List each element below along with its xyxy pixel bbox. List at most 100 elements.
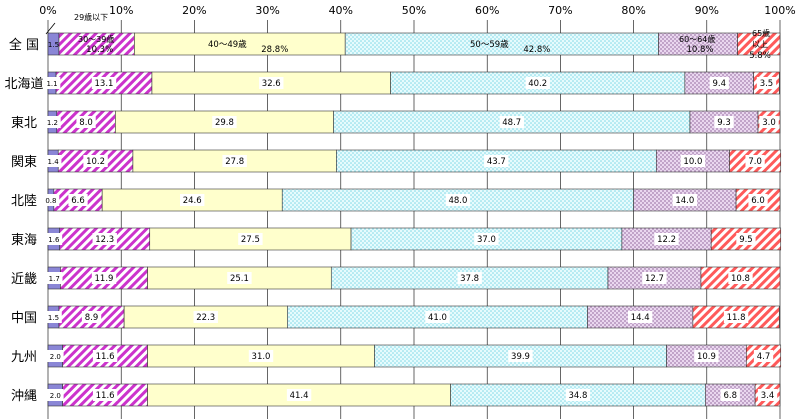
- data-label-bg: [47, 389, 64, 401]
- data-label-bg: [723, 311, 749, 323]
- under30-leader-line: [45, 22, 56, 35]
- data-label: 6.6: [71, 196, 85, 206]
- data-label-bg: [238, 233, 263, 245]
- x-tick-label: 70%: [548, 4, 572, 17]
- data-label-bg: [47, 350, 64, 362]
- data-label: 9.5: [739, 235, 753, 245]
- data-label: 24.6: [183, 196, 202, 206]
- data-label-bg: [42, 194, 60, 206]
- data-label: 40.2: [528, 79, 547, 89]
- data-label: 10.9: [697, 352, 716, 362]
- data-label: 14.0: [675, 196, 694, 206]
- data-label-bg: [222, 155, 247, 167]
- data-label-bg: [499, 116, 524, 128]
- data-label: 1.7: [49, 275, 60, 283]
- data-label: 7.0: [748, 157, 762, 167]
- data-label: 27.8: [225, 157, 244, 167]
- data-label: 10.8: [731, 274, 750, 284]
- data-label-bg: [45, 272, 63, 284]
- data-label: 14.4: [631, 313, 650, 323]
- category-label: 全 国: [9, 37, 39, 53]
- data-label: 10.8%: [687, 45, 714, 55]
- category-label: 中国: [11, 311, 37, 326]
- data-label: 27.5: [241, 235, 260, 245]
- annotation-age40s: 40～49歳: [208, 39, 247, 50]
- data-label-bg: [44, 116, 61, 128]
- data-label-bg: [627, 311, 653, 323]
- data-label: 8.0: [79, 118, 93, 128]
- data-label-bg: [756, 77, 777, 89]
- category-label: 九州: [11, 350, 37, 365]
- data-label: 11.9: [95, 274, 114, 284]
- annotation-over65-line2: 以上: [752, 40, 768, 49]
- data-label: 3.0: [762, 118, 776, 128]
- x-tick-label: 10%: [109, 4, 133, 17]
- data-label: 2.0: [50, 392, 61, 400]
- data-label: 22.3: [196, 313, 215, 323]
- data-label-bg: [484, 155, 509, 167]
- data-label: 3.4: [761, 391, 775, 401]
- x-tick-label: 50%: [402, 4, 426, 17]
- data-label: 4.7: [757, 352, 771, 362]
- bars: [47, 32, 782, 407]
- data-label: 41.0: [428, 313, 447, 323]
- data-label-bg: [91, 272, 117, 284]
- data-label-bg: [745, 155, 765, 167]
- data-label-bg: [736, 233, 756, 245]
- data-label: 34.8: [568, 391, 587, 401]
- data-label: 1.2: [47, 119, 58, 127]
- data-label: 12.3: [95, 235, 114, 245]
- data-label-bg: [44, 155, 62, 167]
- data-label-bg: [83, 155, 108, 167]
- x-tick-label: 0%: [39, 4, 56, 17]
- data-label-bg: [92, 233, 117, 245]
- data-label-bg: [709, 77, 729, 89]
- x-axis-ticks: 0% 10% 20% 30% 40% 50% 60% 70% 80% 90% 100%: [39, 4, 795, 17]
- data-label-bg: [474, 233, 499, 245]
- data-label-bg: [759, 116, 779, 128]
- data-label-bg: [43, 77, 61, 89]
- data-label: 1.1: [46, 80, 57, 88]
- data-label-bg: [672, 194, 698, 206]
- data-label-bg: [259, 77, 284, 89]
- data-label-bg: [81, 311, 102, 323]
- data-label: 29.8: [215, 118, 234, 128]
- data-label-bg: [654, 233, 679, 245]
- data-label-bg: [753, 350, 774, 362]
- data-label-bg: [180, 194, 205, 206]
- data-label: 11.6: [96, 352, 115, 362]
- bar-segment: [737, 32, 781, 56]
- category-label: 関東: [11, 154, 37, 170]
- annotation-age30s: 30～39歳: [78, 34, 114, 44]
- data-label: 10.3%: [86, 45, 113, 55]
- data-label: 48.7: [502, 118, 521, 128]
- data-label-bg: [728, 272, 753, 284]
- data-label: 1.4: [48, 158, 60, 166]
- category-label: 北陸: [11, 193, 37, 209]
- data-label: 11.8: [727, 313, 746, 323]
- category-label: 沖縄: [11, 389, 37, 404]
- annotation-age60-64: 60～64歳: [679, 34, 715, 44]
- data-label: 3.5: [760, 79, 774, 89]
- data-label: 8.9: [85, 313, 99, 323]
- x-tick-label: 100%: [764, 4, 795, 17]
- x-tick-label: 20%: [182, 4, 206, 17]
- data-label-bg: [92, 389, 118, 401]
- data-label: 43.7: [487, 157, 506, 167]
- data-label-bg: [248, 350, 274, 362]
- data-label-bg: [92, 350, 118, 362]
- data-label-bg: [457, 272, 482, 284]
- x-tick-label: 30%: [255, 4, 279, 17]
- data-label: 6.0: [751, 196, 765, 206]
- x-tick-label: 40%: [329, 4, 353, 17]
- data-label-bg: [286, 389, 312, 401]
- data-label: 11.6: [96, 391, 115, 401]
- x-tick-label: 80%: [621, 4, 645, 17]
- data-label: 12.2: [657, 235, 676, 245]
- data-label: 41.4: [290, 391, 309, 401]
- data-label-bg: [714, 116, 734, 128]
- data-label: 25.1: [230, 274, 249, 284]
- data-label: 6.8: [723, 391, 737, 401]
